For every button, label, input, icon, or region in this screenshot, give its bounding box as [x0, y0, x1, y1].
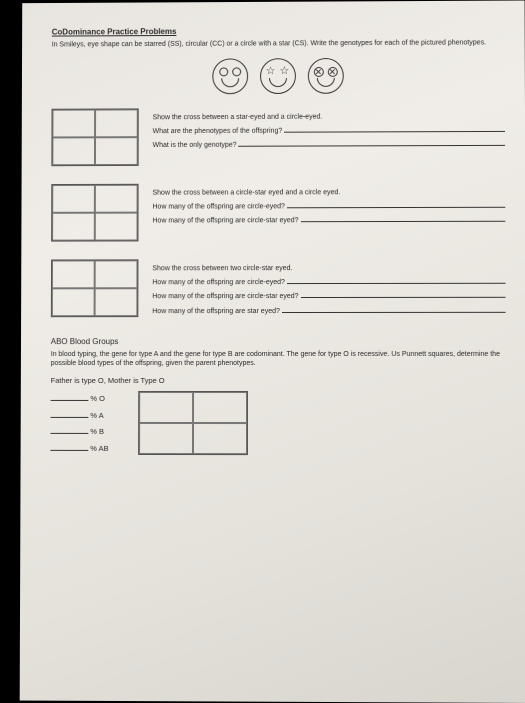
punnett-square [138, 391, 248, 455]
cross-section-2: Show the cross between a circle-star eye… [51, 183, 505, 242]
answer-blank [282, 304, 506, 312]
question-text: How many of the offspring are star eyed? [152, 306, 280, 317]
question-text: How many of the offspring are circle-eye… [152, 202, 284, 213]
punnett-square [51, 184, 139, 242]
question-block: Show the cross between a star-eyed and a… [153, 107, 506, 154]
question-text: How many of the offspring are circle-eye… [152, 277, 285, 288]
abo-section: ABO Blood Groups In blood typing, the ge… [50, 337, 506, 458]
answer-blank [51, 409, 89, 417]
intro-text: In Smileys, eye shape can be starred (SS… [52, 38, 505, 49]
star-icon: ☆ [266, 67, 276, 76]
question-block: Show the cross between two circle-star e… [152, 259, 505, 319]
question-block: Show the cross between a circle-star eye… [152, 183, 505, 229]
question-text: Show the cross between two circle-star e… [152, 263, 292, 274]
question-text: How many of the offspring are circle-sta… [152, 291, 298, 302]
smiley-star-eyes: ☆☆ [260, 58, 296, 94]
pct-label: % O [90, 391, 105, 407]
cross-section-3: Show the cross between two circle-star e… [51, 259, 506, 319]
abo-parents: Father is type O, Mother is Type O [51, 376, 506, 385]
worksheet-paper: CoDominance Practice Problems In Smileys… [20, 0, 525, 702]
question-text: How many of the offspring are circle-sta… [152, 216, 298, 227]
answer-blank [239, 138, 505, 147]
cross-section-1: Show the cross between a star-eyed and a… [51, 107, 505, 166]
percent-list: % O % A % B % AB [50, 391, 108, 457]
answer-blank [301, 214, 506, 222]
punnett-square [51, 259, 139, 317]
answer-blank [301, 290, 506, 298]
answer-blank [51, 393, 89, 401]
question-text: Show the cross between a star-eyed and a… [153, 112, 323, 124]
answer-blank [50, 442, 88, 450]
smiley-circle-eyes [212, 58, 248, 94]
answer-blank [287, 200, 505, 209]
pct-label: % A [90, 407, 103, 423]
worksheet-title: CoDominance Practice Problems [52, 25, 505, 36]
star-icon: ☆ [279, 67, 289, 76]
question-text: Show the cross between a circle-star eye… [152, 187, 340, 199]
answer-blank [50, 426, 88, 434]
question-text: What is the only genotype? [153, 140, 237, 151]
pct-label: % AB [90, 440, 108, 457]
question-text: What are the phenotypes of the offspring… [153, 126, 283, 138]
answer-blank [284, 124, 505, 133]
smiley-row: ☆☆ ✕ ✕ [52, 57, 505, 95]
smiley-combo-eyes: ✕ ✕ [307, 58, 343, 94]
abo-intro: In blood typing, the gene for type A and… [51, 350, 506, 368]
pct-label: % B [90, 424, 104, 441]
punnett-square [51, 108, 138, 166]
answer-blank [287, 276, 506, 284]
abo-heading: ABO Blood Groups [51, 337, 506, 346]
